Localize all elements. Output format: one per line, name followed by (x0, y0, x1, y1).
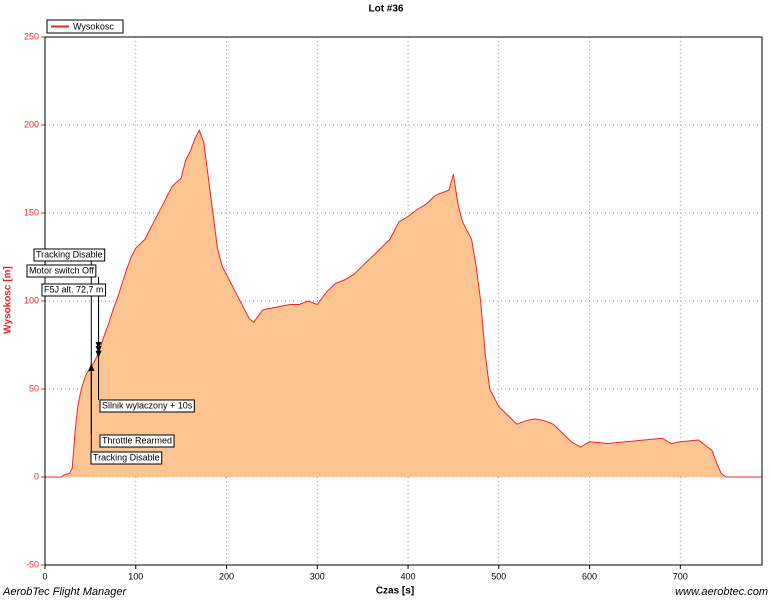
y-tick-label: 0 (34, 471, 39, 481)
annotation-label: Silnik wylaczony + 10s (102, 400, 193, 410)
y-tick-label: 100 (24, 295, 39, 305)
x-tick-label: 700 (673, 571, 688, 581)
annotation-box (99, 399, 195, 413)
legend-box (46, 19, 124, 34)
chart-title: Lot #36 (368, 4, 403, 15)
x-tick-label: 300 (310, 571, 325, 581)
plot-border (44, 36, 763, 566)
annotation-label: Throttle Rearmed (102, 435, 172, 445)
y-tick-label: 250 (24, 31, 39, 41)
x-tick-label: 100 (128, 571, 143, 581)
annotation-marker (88, 363, 95, 371)
y-tick-label: -50 (26, 559, 39, 569)
annotation-marker (95, 350, 102, 358)
y-axis-label: Wysokosc [m] (3, 266, 14, 334)
footer-right: www.aerobtec.com (675, 586, 768, 598)
legend-label: Wysokosc (73, 21, 114, 31)
x-tick-label: 200 (219, 571, 234, 581)
annotation-box (99, 434, 175, 448)
annotation-box (41, 283, 107, 297)
annotation-label: Tracking Disable (93, 452, 160, 462)
footer-left: AerobTec Flight Manager (2, 586, 127, 598)
annotation-box (26, 264, 97, 278)
line (45, 129, 762, 478)
x-tick-label: 500 (491, 571, 506, 581)
y-tick-label: 150 (24, 207, 39, 217)
x-tick-label: 600 (582, 571, 597, 581)
x-axis-label: Czas [s] (376, 586, 414, 597)
x-tick-label: 400 (401, 571, 416, 581)
area (45, 130, 762, 477)
annotation-label: F5J alt. 72,7 m (44, 284, 104, 294)
x-tick-label: 0 (42, 571, 47, 581)
annotation-box (33, 248, 106, 262)
annotation-box (90, 451, 163, 465)
y-tick-label: 200 (24, 119, 39, 129)
annotation-label: Motor switch Off (29, 265, 94, 275)
annotation-label: Tracking Disable (36, 249, 103, 259)
y-tick-label: 50 (29, 383, 39, 393)
annotation-marker (95, 346, 102, 354)
